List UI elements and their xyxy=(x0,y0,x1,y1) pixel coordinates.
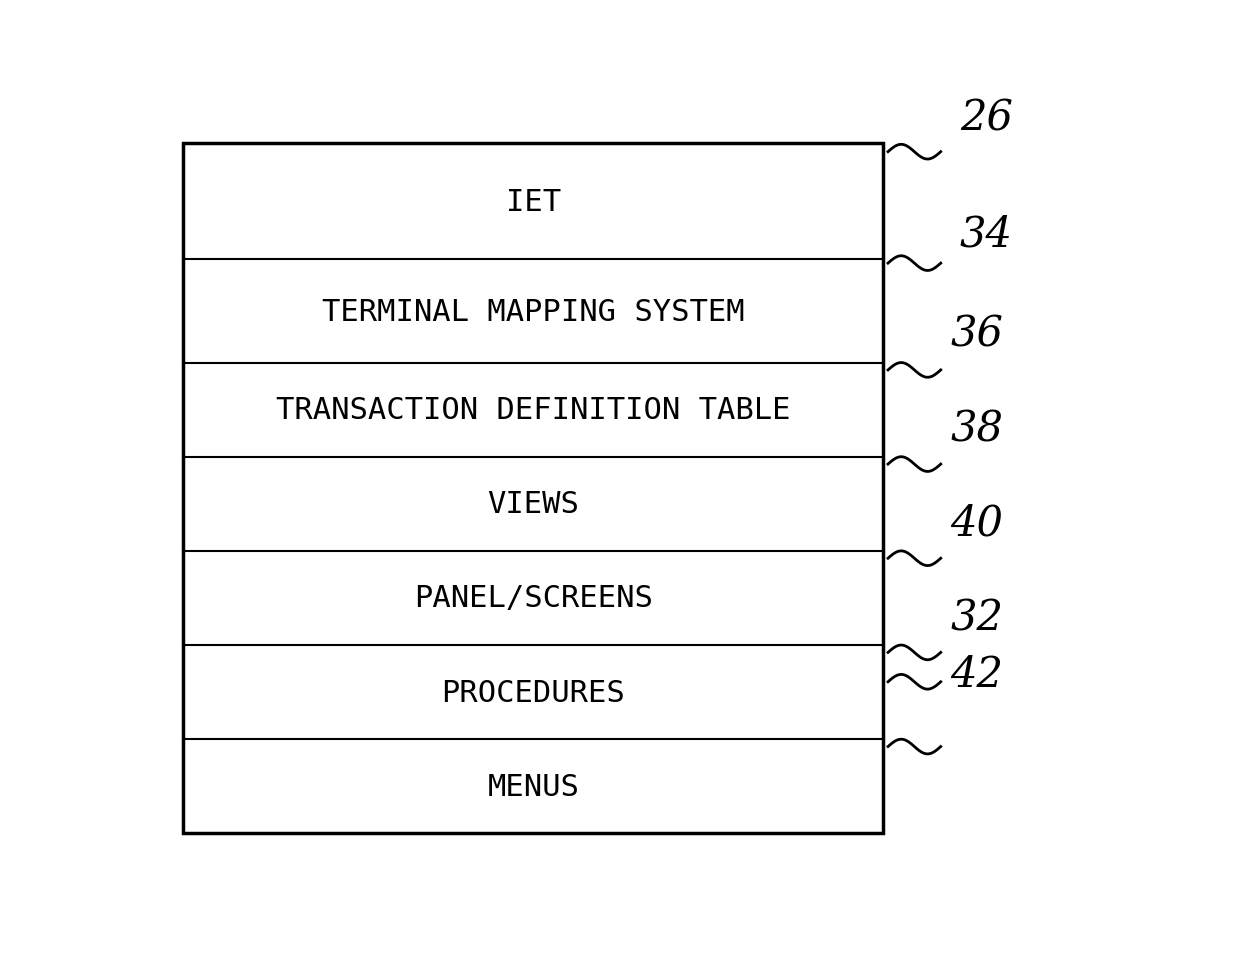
Text: PANEL/SCREENS: PANEL/SCREENS xyxy=(414,584,653,613)
Text: TRANSACTION DEFINITION TABLE: TRANSACTION DEFINITION TABLE xyxy=(276,395,790,425)
Text: 40: 40 xyxy=(950,502,1003,544)
Text: 32: 32 xyxy=(950,597,1003,639)
Bar xyxy=(183,144,883,834)
Text: 42: 42 xyxy=(950,654,1003,696)
Text: TERMINAL MAPPING SYSTEM: TERMINAL MAPPING SYSTEM xyxy=(322,297,745,326)
Text: VIEWS: VIEWS xyxy=(487,490,579,518)
Text: IET: IET xyxy=(506,188,560,216)
Text: 34: 34 xyxy=(960,213,1013,255)
Text: 38: 38 xyxy=(950,409,1003,451)
Text: 36: 36 xyxy=(950,313,1003,355)
Text: MENUS: MENUS xyxy=(487,772,579,801)
Text: PROCEDURES: PROCEDURES xyxy=(442,678,625,707)
Text: 26: 26 xyxy=(960,97,1013,139)
